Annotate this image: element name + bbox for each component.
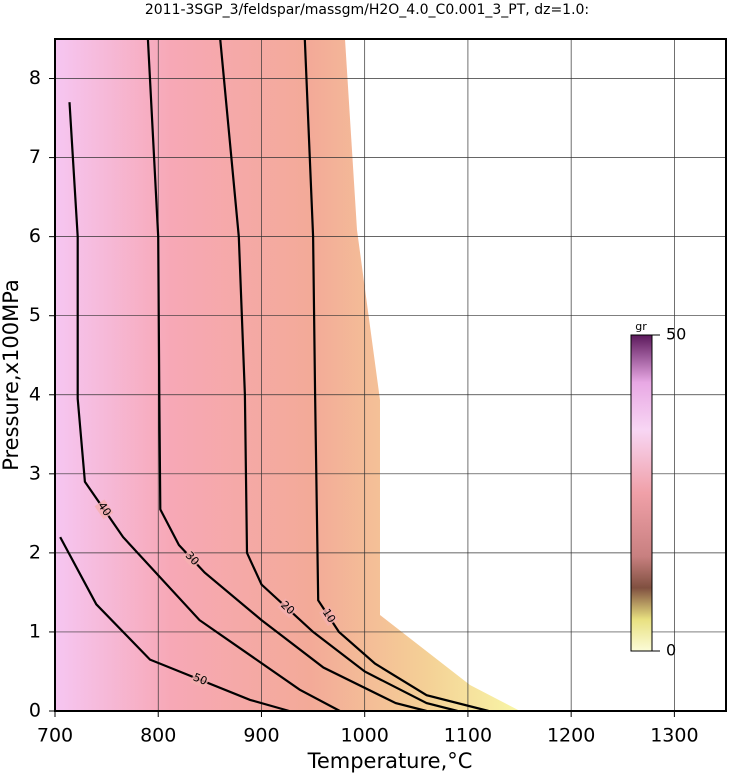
y-tick-label: 2: [29, 541, 41, 563]
x-axis-label: Temperature,°C: [307, 749, 473, 773]
chart-title: 2011-3SGP_3/feldspar/massgm/H2O_4.0_C0.0…: [145, 2, 589, 18]
colorbar-label: gr: [635, 320, 647, 333]
y-tick-label: 0: [29, 700, 41, 722]
colorbar-tick-label: 50: [666, 325, 686, 344]
y-tick-label: 1: [29, 620, 41, 642]
contour-field: [55, 39, 520, 711]
contour-label: 10: [320, 606, 339, 625]
y-tick-label: 5: [29, 304, 41, 326]
y-tick-label: 8: [29, 67, 41, 89]
contour-label-bg: [94, 499, 114, 520]
x-tick-label: 1000: [341, 725, 389, 747]
frame: [54, 38, 727, 712]
x-tick-label: 1300: [650, 725, 698, 747]
contour-line: [219, 38, 458, 713]
contour-label-bg: [181, 548, 202, 569]
x-tick-label: 900: [243, 725, 279, 747]
y-tick-label: 7: [29, 146, 41, 168]
contour-label: 50: [191, 671, 209, 688]
contour-label-bg: [190, 671, 210, 689]
y-axis-label: Pressure,x100MPa: [0, 279, 23, 471]
y-tick-label: 3: [29, 462, 41, 484]
x-tick-label: 1200: [547, 725, 595, 747]
y-tick-label: 4: [29, 383, 41, 405]
colorbar-tick-label: 0: [666, 641, 676, 660]
grid: [54, 39, 726, 712]
contour-line: [59, 536, 290, 713]
contour-label-bg: [277, 598, 298, 619]
x-tick-label: 700: [37, 725, 73, 747]
colorbar: [630, 334, 653, 652]
x-tick-label: 1100: [444, 725, 492, 747]
contour-label-bg: [319, 606, 338, 627]
x-tick-label: 800: [140, 725, 176, 747]
y-tick-label: 6: [29, 225, 41, 247]
